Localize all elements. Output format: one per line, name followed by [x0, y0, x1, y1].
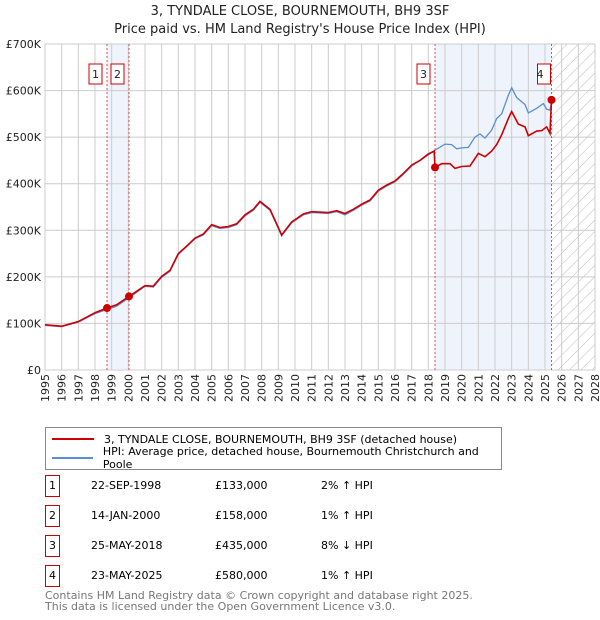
x-tick-label: 1999: [106, 374, 119, 402]
sale-number: 4: [45, 565, 60, 587]
x-tick-label: 2002: [156, 374, 169, 402]
sale-hpi-diff: 1% ↑ HPI: [321, 509, 373, 522]
sale-number: 2: [45, 505, 60, 527]
y-tick-label: £200K: [6, 271, 42, 284]
x-tick-label: 2025: [539, 374, 552, 402]
plot-border: [44, 43, 596, 371]
sale-number-box: [416, 63, 431, 85]
x-tick-label: 2007: [239, 374, 252, 402]
sale-date: 25-MAY-2018: [91, 539, 163, 552]
x-tick-label: 1996: [56, 374, 69, 402]
x-tick-label: 2020: [456, 374, 469, 402]
sales-table-row: 4 23-MAY-2025 £580,000 1% ↑ HPI: [45, 565, 545, 587]
x-tick-label: 2028: [589, 374, 600, 402]
sale-hpi-diff: 8% ↓ HPI: [321, 539, 373, 552]
x-tick-label: 2005: [206, 374, 219, 402]
x-tick-label: 2018: [422, 374, 435, 402]
plot-area: 1995 1996 1997 1998 1999 2000 2001 2002 2003 2004…: [6, 38, 600, 402]
legend-label: HPI: Average price, detached house, Bour…: [102, 445, 479, 471]
footer-line-1: Contains HM Land Registry data © Crown c…: [45, 589, 473, 602]
x-tick-label: 2019: [439, 374, 452, 402]
y-tick-label: £700K: [6, 38, 42, 51]
legend-red-line: [52, 438, 94, 440]
x-tick-label: 2004: [189, 374, 202, 402]
x-tick-label: 2016: [389, 374, 402, 402]
chart-title: 3, TYNDALE CLOSE, BOURNEMOUTH, BH9 3SF: [150, 4, 450, 19]
legend-item-property: 3, TYNDALE CLOSE, BOURNEMOUTH, BH9 3SF (…: [46, 430, 457, 448]
x-tick-label: 2014: [356, 374, 369, 402]
sale-number-box: [88, 63, 103, 85]
forecast-hatch: [551, 44, 595, 370]
y-tick-label: £100K: [6, 317, 42, 330]
sale-date: 14-JAN-2000: [91, 509, 161, 522]
x-tick-label: 2012: [322, 374, 335, 402]
sale-number-box: [537, 63, 551, 85]
x-tick-label: 2001: [139, 374, 152, 402]
x-tick-label: 2008: [256, 374, 269, 402]
sale-number-label: 3: [420, 68, 427, 81]
x-tick-label: 1995: [39, 374, 52, 402]
x-tick-label: 2010: [289, 374, 302, 402]
legend-blue-line: [52, 457, 93, 459]
sales-table-row: 3 25-MAY-2018 £435,000 8% ↓ HPI: [45, 535, 545, 557]
y-tick-label: £300K: [6, 224, 42, 237]
price-paid-line: [44, 99, 553, 328]
sale-point: [547, 95, 556, 104]
sale-price: £133,000: [215, 479, 268, 492]
y-tick-label: £500K: [6, 131, 42, 144]
y-tick-label: £400K: [6, 178, 42, 191]
footer: Contains HM Land Registry data © Crown c…: [45, 590, 473, 612]
sales-table-row: 1 22-SEP-1998 £133,000 2% ↑ HPI: [45, 475, 545, 497]
sale-price: £580,000: [215, 569, 268, 582]
legend-label: 3, TYNDALE CLOSE, BOURNEMOUTH, BH9 3SF (…: [104, 432, 458, 446]
x-tick-label: 2000: [122, 374, 135, 402]
sale-price: £435,000: [215, 539, 268, 552]
sale-hpi-diff: 1% ↑ HPI: [321, 569, 373, 582]
sale-number-label: 4: [537, 68, 544, 81]
sale-date: 23-MAY-2025: [91, 569, 163, 582]
shaded-range: [435, 44, 552, 370]
x-tick-label: 2009: [272, 374, 285, 402]
x-tick-label: 2003: [172, 374, 185, 402]
x-tick-label: 2015: [372, 374, 385, 402]
sale-point: [431, 163, 439, 172]
shaded-range: [107, 44, 129, 370]
x-tick-label: 2024: [522, 374, 535, 402]
sale-number: 1: [45, 475, 60, 497]
sale-number-label: 2: [114, 68, 121, 81]
sale-price: £158,000: [215, 509, 268, 522]
x-tick-label: 2027: [572, 374, 585, 402]
legend-item-hpi: HPI: Average price, detached house, Bour…: [46, 445, 501, 471]
y-tick-label: £600K: [6, 85, 42, 98]
x-tick-label: 1998: [89, 374, 102, 402]
x-tick-label: 2023: [506, 374, 519, 402]
sale-number-label: 1: [92, 68, 99, 81]
sale-hpi-diff: 2% ↑ HPI: [321, 479, 373, 492]
x-tick-label: 2017: [406, 374, 419, 402]
sale-number-box: [110, 63, 125, 85]
sale-date: 22-SEP-1998: [91, 479, 162, 492]
footer-line-2: This data is licensed under the Open Gov…: [45, 600, 396, 613]
sale-point: [103, 304, 111, 313]
x-tick-label: 2013: [339, 374, 352, 402]
y-tick-label: £0: [27, 364, 41, 377]
chart-subtitle: Price paid vs. HM Land Registry's House …: [114, 22, 486, 37]
x-tick-label: 2011: [306, 374, 319, 402]
x-tick-label: 2021: [472, 374, 485, 402]
x-tick-label: 2026: [556, 374, 569, 402]
x-tick-label: 1997: [72, 374, 85, 402]
x-tick-label: 2022: [489, 374, 502, 402]
legend: 3, TYNDALE CLOSE, BOURNEMOUTH, BH9 3SF (…: [45, 427, 502, 471]
sales-table-row: 2 14-JAN-2000 £158,000 1% ↑ HPI: [45, 505, 545, 527]
sale-point: [125, 292, 133, 301]
sale-number: 3: [45, 535, 60, 557]
x-tick-label: 2006: [222, 374, 235, 402]
